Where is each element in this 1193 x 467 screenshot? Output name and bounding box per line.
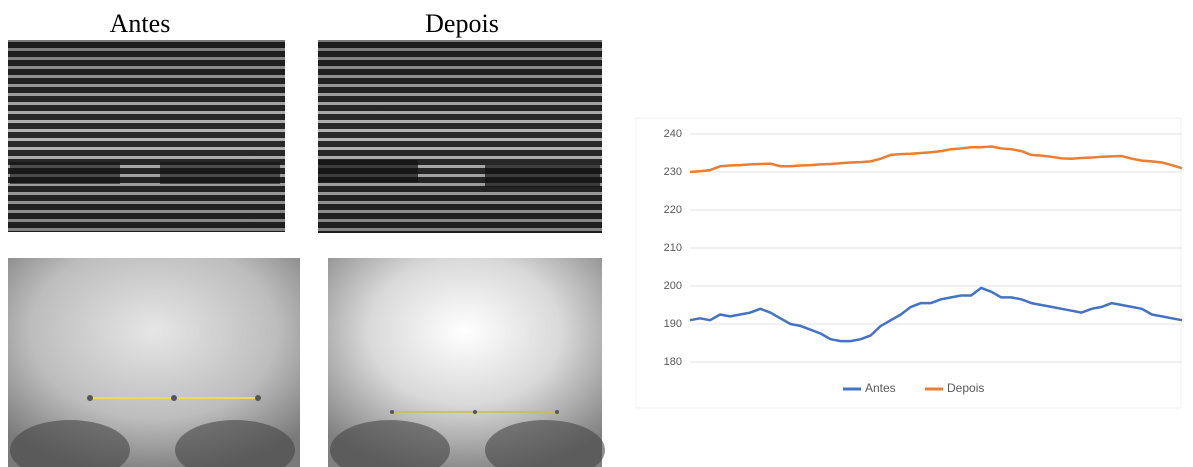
y-tick-label: 210	[664, 242, 682, 254]
y-tick-label: 230	[664, 166, 682, 178]
y-tick-label: 190	[664, 318, 682, 330]
legend-label: Antes	[865, 381, 896, 395]
image-label: Depois	[425, 9, 499, 38]
depth-before	[8, 258, 300, 467]
legend-label: Depois	[947, 381, 984, 395]
y-tick-label: 200	[664, 280, 682, 292]
y-tick-label: 220	[664, 204, 682, 216]
photo-before	[8, 40, 285, 232]
figure: Antes Depois 180 190 200 210 220 230 240 Antes D…	[0, 0, 1193, 467]
y-tick-label: 180	[664, 356, 682, 368]
y-tick-label: 240	[664, 128, 682, 140]
chart-area	[636, 118, 1181, 408]
page: {"image_labels": ["Antes", "Depois"], "c…	[0, 0, 1193, 467]
photo-after	[318, 40, 602, 233]
image-label: Antes	[110, 9, 171, 38]
depth-after	[328, 258, 605, 467]
